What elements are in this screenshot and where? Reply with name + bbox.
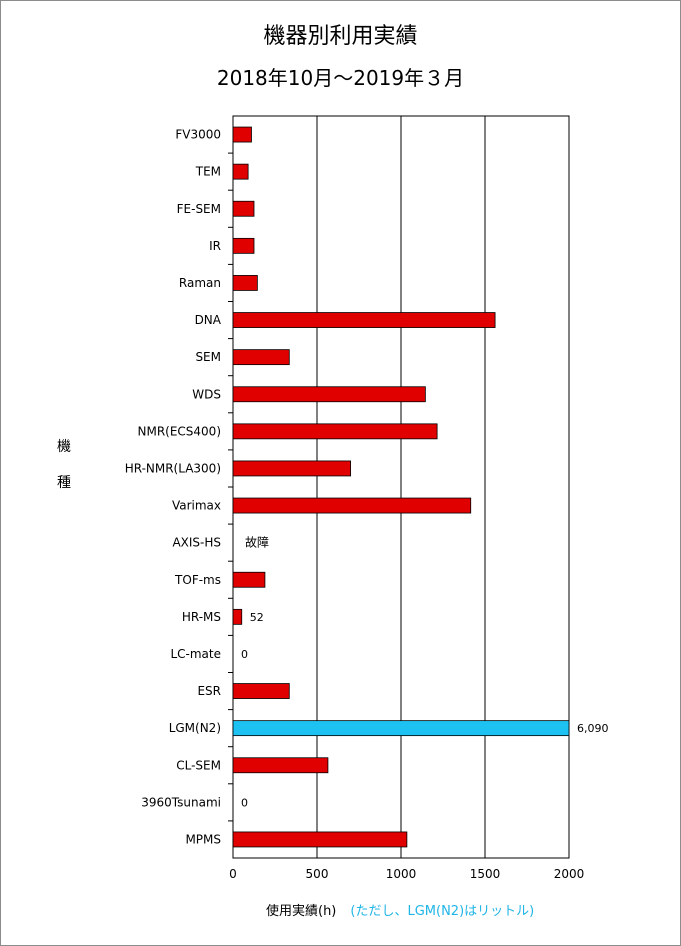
bar-7 — [232, 386, 426, 403]
x-tick-label-2: 1000 — [386, 867, 417, 881]
x-tick-label-4: 2000 — [554, 867, 585, 881]
data-label-13: 52 — [250, 611, 264, 624]
bar-19 — [232, 831, 408, 848]
category-label-17: CL-SEM — [176, 758, 221, 772]
y-axis-label-char-1: 機 — [57, 439, 71, 455]
x-axis-label: 使用実績(h) (ただし、LGM(N2)はリットル) — [266, 900, 534, 919]
x-tick-label-1: 500 — [306, 867, 329, 881]
bar-8 — [232, 423, 438, 440]
x-axis-label-note: (ただし、LGM(N2)はリットル) — [350, 904, 535, 919]
category-label-15: ESR — [197, 684, 221, 698]
x-tick-label-3: 1500 — [470, 867, 501, 881]
bar-1 — [232, 163, 249, 180]
bar-2 — [232, 200, 255, 217]
category-label-1: TEM — [195, 165, 221, 179]
category-label-14: LC-mate — [170, 647, 221, 661]
data-label-16: 6,090 — [577, 722, 609, 735]
category-label-6: SEM — [195, 350, 221, 364]
bar-3 — [232, 237, 255, 254]
category-label-5: DNA — [195, 313, 222, 327]
bar-5 — [232, 312, 496, 328]
category-label-16: LGM(N2) — [169, 721, 221, 735]
y-axis-label-char-2: 種 — [57, 475, 71, 491]
category-label-4: Raman — [179, 276, 221, 290]
bar-16 — [232, 720, 570, 737]
category-label-7: WDS — [192, 387, 221, 401]
bar-17 — [232, 757, 329, 774]
bar-10 — [232, 497, 472, 514]
category-label-10: Varimax — [172, 499, 221, 513]
chart-subtitle: 2018年10月～2019年３月 — [216, 66, 465, 90]
category-label-8: NMR(ECS400) — [137, 424, 221, 438]
category-label-18: 3960Tsunami — [141, 795, 221, 809]
x-axis-label-text: 使用実績(h) — [266, 904, 337, 919]
bar-4 — [232, 275, 258, 291]
bar-13 — [232, 608, 243, 625]
bar-15 — [232, 683, 290, 699]
category-label-12: TOF-ms — [174, 573, 221, 587]
category-label-13: HR-MS — [182, 610, 221, 624]
category-label-19: MPMS — [185, 832, 221, 846]
data-label-11: 故障 — [245, 535, 269, 550]
bar-6 — [232, 349, 290, 366]
category-label-3: IR — [209, 239, 221, 253]
bar-12 — [232, 571, 266, 588]
bar-0 — [232, 126, 252, 143]
chart-title: 機器別利用実績 — [263, 24, 418, 49]
category-label-0: FV3000 — [175, 128, 221, 142]
bar-9 — [232, 460, 351, 477]
data-label-14: 0 — [241, 648, 248, 661]
category-label-2: FE-SEM — [177, 202, 221, 216]
data-label-18: 0 — [241, 796, 248, 809]
category-label-11: AXIS-HS — [172, 536, 221, 550]
category-label-9: HR-NMR(LA300) — [125, 461, 221, 475]
x-tick-label-0: 0 — [229, 867, 237, 881]
